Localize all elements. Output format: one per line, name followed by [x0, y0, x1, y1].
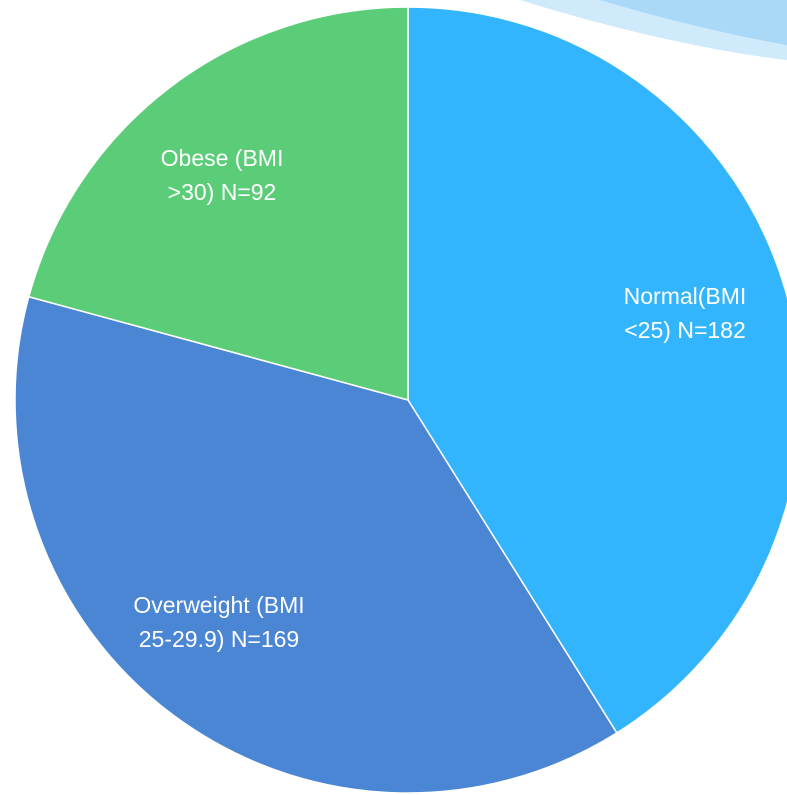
category-label: Obese (BMI >30) — [160, 145, 284, 205]
slice-label: Obese (BMI >30) N=92 — [137, 141, 307, 209]
value-label: N=182 — [677, 317, 746, 343]
slice-label: Normal(BMI <25) N=182 — [600, 279, 770, 347]
slice-label: Overweight (BMI 25-29.9) N=169 — [114, 588, 324, 656]
decoration — [600, 0, 787, 45]
value-label: N=169 — [230, 626, 300, 652]
pie-slice — [27, 6, 409, 401]
category-label: Normal(BMI <25) — [623, 283, 747, 343]
pie-slice — [407, 6, 787, 734]
pie-slice — [14, 295, 618, 794]
category-label: Overweight (BMI 25-29.9) — [133, 592, 305, 652]
value-label: N=92 — [220, 179, 277, 205]
